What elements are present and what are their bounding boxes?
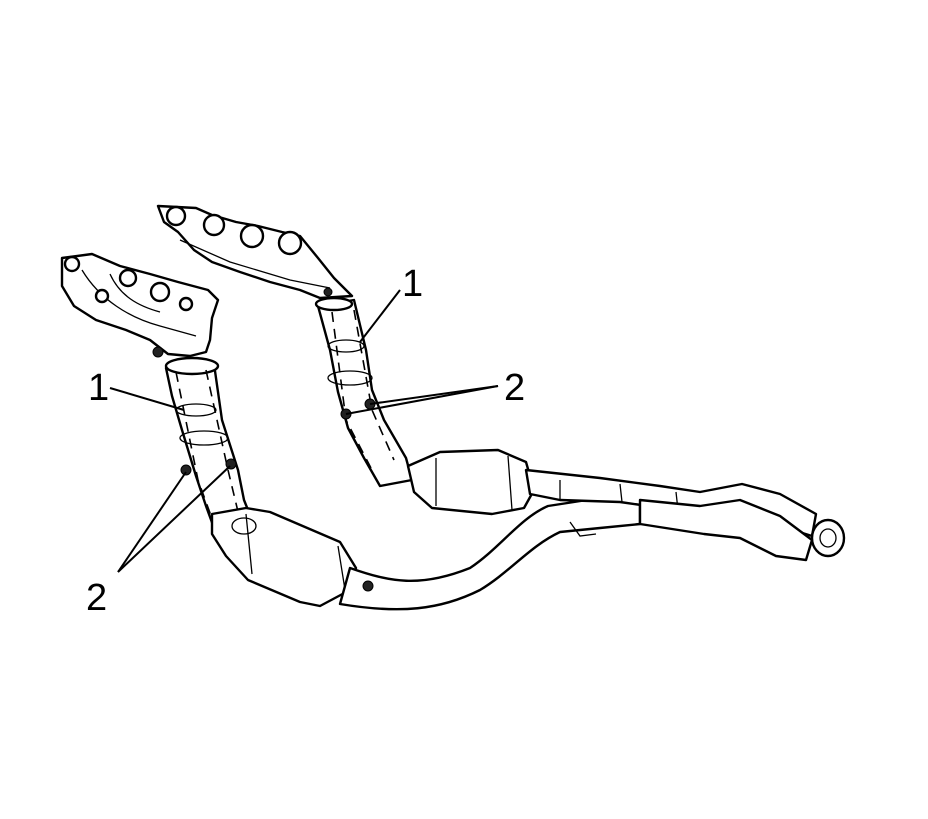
- callout-1-left: 1: [88, 367, 109, 409]
- leader-gasket-right: [359, 289, 401, 343]
- leader-nut-left-b: [117, 465, 231, 573]
- left-downpipe: [164, 356, 254, 530]
- y-pipe-outlet: [638, 498, 846, 562]
- left-catalytic-converter: [210, 506, 358, 608]
- right-downpipe: [314, 296, 414, 488]
- leader-nut-right-b: [345, 385, 499, 415]
- leader-gasket-left: [109, 387, 185, 411]
- leader-nut-left-a: [117, 471, 187, 573]
- left-intermediate-pipe: [338, 496, 642, 611]
- callout-1-right: 1: [402, 263, 423, 305]
- callout-2-left: 2: [86, 577, 107, 619]
- right-catalytic-converter: [406, 448, 536, 516]
- left-exhaust-manifold: [60, 252, 220, 358]
- callout-2-right: 2: [504, 367, 525, 409]
- right-exhaust-manifold: [156, 204, 354, 300]
